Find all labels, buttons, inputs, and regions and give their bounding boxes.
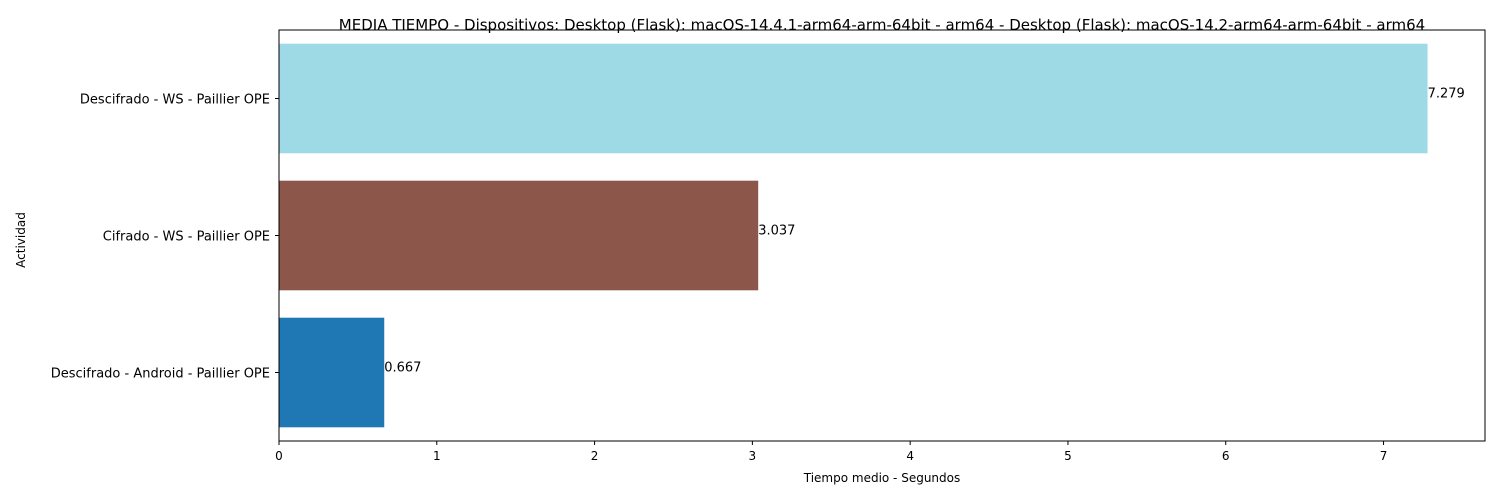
bar-2 bbox=[279, 43, 1428, 154]
bar-value-label-1: 3.037 bbox=[758, 224, 795, 239]
bar-value-label-0: 0.667 bbox=[384, 361, 421, 376]
y-tick-label-2: Descifrado - WS - Paillier OPE bbox=[80, 93, 270, 108]
bar-0 bbox=[279, 317, 385, 428]
x-tick-label-3: 3 bbox=[749, 449, 757, 463]
plot-frame bbox=[278, 29, 1486, 442]
x-tick-label-7: 7 bbox=[1380, 449, 1388, 463]
y-tick-label-0: Descifrado - Android - Paillier OPE bbox=[51, 367, 270, 382]
chart-title: MEDIA TIEMPO - Dispositivos: Desktop (Fl… bbox=[339, 16, 1425, 34]
y-tick-label-1: Cifrado - WS - Paillier OPE bbox=[103, 230, 270, 245]
x-tick-label-4: 4 bbox=[906, 449, 914, 463]
bar-value-label-2: 7.279 bbox=[1428, 87, 1465, 102]
y-axis-label: Actividad bbox=[14, 212, 28, 268]
x-tick-label-1: 1 bbox=[433, 449, 441, 463]
x-tick-label-0: 0 bbox=[275, 449, 283, 463]
bar-1 bbox=[279, 180, 759, 291]
x-axis-label: Tiempo medio - Segundos bbox=[803, 471, 961, 485]
x-tick-label-6: 6 bbox=[1222, 449, 1230, 463]
x-tick-label-2: 2 bbox=[591, 449, 599, 463]
x-tick-label-5: 5 bbox=[1064, 449, 1072, 463]
